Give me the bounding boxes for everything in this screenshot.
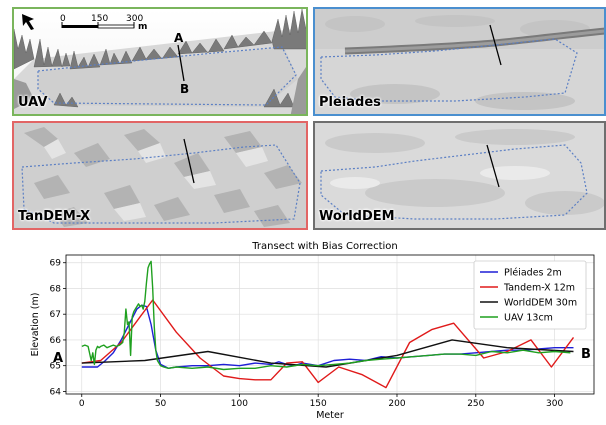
transect-end-label: B <box>581 347 591 362</box>
tandem-outline <box>21 144 301 224</box>
y-axis-label: Elevation (m) <box>30 293 41 357</box>
tandem-transect-line <box>183 138 195 184</box>
x-tick-label: 150 <box>310 399 327 409</box>
scale-tick-150: 150 <box>91 14 108 24</box>
x-tick-label: 50 <box>155 399 167 409</box>
x-tick-label: 0 <box>79 399 85 409</box>
x-axis-label: Meter <box>316 410 344 421</box>
uav-transect-line <box>177 44 185 82</box>
legend-entry: Pléiades 2m <box>504 268 562 279</box>
x-tick-label: 200 <box>388 399 405 409</box>
uav-point-b: B <box>180 82 189 96</box>
scale-tick-0: 0 <box>60 14 66 24</box>
x-tick-label: 100 <box>231 399 248 409</box>
series-line-3 <box>81 260 571 371</box>
legend-entry: Tandem-X 12m <box>503 283 575 294</box>
chart-series-layer <box>81 260 575 389</box>
x-tick-label: 250 <box>467 399 484 409</box>
pleiades-transect-line <box>489 24 502 66</box>
pleiades-panel: Pleiades <box>313 7 606 116</box>
pleiades-panel-label: Pleiades <box>319 95 381 110</box>
transect-start-label: A <box>53 351 63 366</box>
worlddem-panel-label: WorldDEM <box>319 209 395 224</box>
y-tick-label: 66 <box>50 336 62 346</box>
worlddem-outline <box>320 144 588 220</box>
pleiades-outline <box>320 38 578 102</box>
y-tick-label: 68 <box>50 284 62 294</box>
scale-bar: 0 150 300 m <box>60 14 147 32</box>
worlddem-terrain-image <box>315 123 604 228</box>
tandem-panel-label: TanDEM-X <box>18 209 91 224</box>
scale-unit: m <box>138 22 147 32</box>
legend-entry: UAV 13cm <box>504 313 553 324</box>
north-arrow-icon <box>22 14 34 30</box>
legend-entry: WorldDEM 30m <box>504 298 577 309</box>
transect-chart: Transect with Bias Correction 0 50 100 150 2… <box>30 241 595 421</box>
uav-outline <box>37 46 297 106</box>
legend-box <box>473 260 587 330</box>
uav-point-a: A <box>174 31 184 45</box>
chart-legend: Pléiades 2m Tandem-X 12m WorldDEM 30m UAV 1… <box>473 260 587 330</box>
chart-ticks: 0 50 100 150 200 250 300 64 65 66 67 68 69 <box>50 259 564 409</box>
chart-title: Transect with Bias Correction <box>251 241 397 252</box>
y-tick-label: 67 <box>50 310 61 320</box>
worlddem-transect-line <box>486 144 500 188</box>
scale-tick-300: 300 <box>126 14 143 24</box>
tandem-panel: TanDEM-X <box>12 121 308 230</box>
series-line-2 <box>81 339 574 368</box>
pleiades-terrain-image <box>315 9 604 114</box>
uav-terrain-image: A B 0 150 300 m <box>14 9 306 114</box>
tandem-terrain-image <box>14 123 306 228</box>
uav-panel-label: UAV <box>18 95 48 110</box>
uav-panel: A B 0 150 300 m UAV <box>12 7 308 116</box>
worlddem-panel: WorldDEM <box>313 121 606 230</box>
y-tick-label: 69 <box>50 259 62 269</box>
x-tick-label: 300 <box>546 399 563 409</box>
y-tick-label: 65 <box>50 362 61 372</box>
plot-frame <box>65 254 595 395</box>
y-tick-label: 64 <box>50 387 62 397</box>
